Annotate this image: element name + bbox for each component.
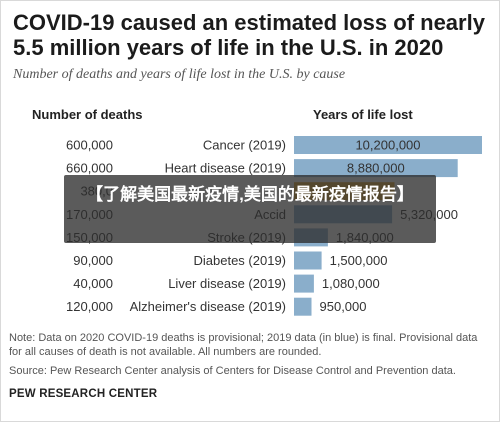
deaths-label: 40,000 — [73, 276, 113, 291]
years-value-label: 1,500,000 — [330, 253, 388, 268]
years-value-label: 10,200,000 — [355, 138, 420, 153]
chart-title: COVID-19 caused an estimated loss of nea… — [13, 10, 485, 60]
chart-subtitle: Number of deaths and years of life lost … — [13, 67, 346, 82]
deaths-label: 90,000 — [73, 253, 113, 268]
category-label: Cancer (2019) — [203, 138, 286, 153]
caption-overlay: 【了解美国最新疫情,美国的最新疫情报告】 — [64, 175, 436, 243]
bar — [294, 136, 482, 154]
years-value-label: 1,080,000 — [322, 276, 380, 291]
deaths-label: 600,000 — [66, 138, 113, 153]
years-column-header: Years of life lost — [313, 107, 413, 122]
category-label: Liver disease (2019) — [168, 276, 286, 291]
years-value-label: 950,000 — [320, 299, 367, 314]
bar — [294, 274, 314, 293]
category-label: Diabetes (2019) — [194, 253, 287, 268]
deaths-label: 120,000 — [66, 299, 113, 314]
deaths-label: 660,000 — [66, 161, 113, 176]
category-label: Heart disease (2019) — [165, 161, 286, 176]
bar — [294, 297, 312, 316]
chart-source: Source: Pew Research Center analysis of … — [9, 365, 456, 377]
deaths-column-header: Number of deaths — [32, 107, 143, 122]
chart-note: Note: Data on 2020 COVID-19 deaths is pr… — [9, 332, 478, 358]
bar — [294, 251, 322, 270]
years-value-label: 8,880,000 — [347, 161, 405, 176]
overlay-text: 【了解美国最新疫情,美国的最新疫情报告】 — [86, 185, 414, 204]
category-label: Alzheimer's disease (2019) — [130, 299, 286, 314]
org-name: PEW RESEARCH CENTER — [9, 388, 158, 400]
bar — [294, 159, 458, 178]
